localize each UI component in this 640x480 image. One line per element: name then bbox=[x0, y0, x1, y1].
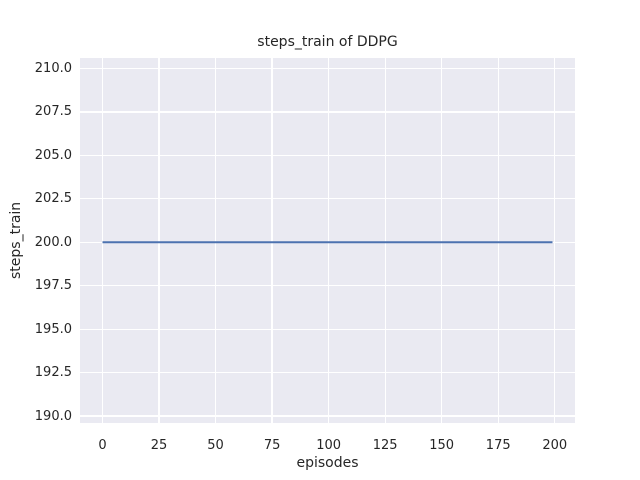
y-tick-label: 207.5 bbox=[34, 104, 72, 120]
x-gridline bbox=[101, 58, 104, 423]
x-gridline bbox=[384, 58, 386, 423]
plot-area bbox=[80, 58, 575, 423]
y-gridline bbox=[80, 415, 575, 417]
y-gridline bbox=[80, 198, 575, 200]
x-tick-label: 200 bbox=[542, 438, 568, 453]
chart-title: steps_train of DDPG bbox=[257, 34, 398, 50]
y-tick-label: 195.0 bbox=[34, 321, 72, 337]
x-gridline bbox=[497, 58, 499, 423]
x-tick-label: 25 bbox=[150, 438, 168, 453]
y-gridline bbox=[80, 371, 575, 374]
y-gridline bbox=[80, 285, 575, 287]
y-gridline bbox=[80, 154, 575, 156]
x-tick-label: 100 bbox=[316, 438, 342, 453]
x-gridline bbox=[158, 58, 160, 423]
series-layer bbox=[80, 58, 575, 423]
x-gridline bbox=[554, 58, 556, 423]
x-tick-label: 50 bbox=[207, 438, 224, 453]
y-tick-label: 190.0 bbox=[34, 408, 72, 424]
y-tick-label: 200.0 bbox=[34, 234, 72, 250]
x-tick-label: 75 bbox=[263, 438, 281, 453]
y-gridline bbox=[80, 328, 575, 330]
x-gridline bbox=[327, 58, 330, 423]
x-tick-label: 150 bbox=[429, 438, 455, 453]
y-tick-label: 192.5 bbox=[34, 365, 72, 381]
y-gridline bbox=[80, 111, 575, 113]
x-gridline bbox=[271, 58, 273, 423]
y-tick-label: 197.5 bbox=[34, 278, 72, 294]
x-tick-label: 175 bbox=[485, 438, 511, 453]
x-tick-label: 125 bbox=[372, 438, 398, 453]
x-axis-label: episodes bbox=[296, 455, 359, 471]
y-tick-label: 202.5 bbox=[34, 191, 72, 207]
x-tick-label: 0 bbox=[98, 438, 107, 453]
y-tick-label: 210.0 bbox=[34, 60, 72, 76]
x-gridline bbox=[214, 58, 217, 423]
x-gridline bbox=[441, 58, 443, 423]
y-gridline bbox=[80, 67, 575, 70]
y-tick-label: 205.0 bbox=[34, 147, 72, 163]
